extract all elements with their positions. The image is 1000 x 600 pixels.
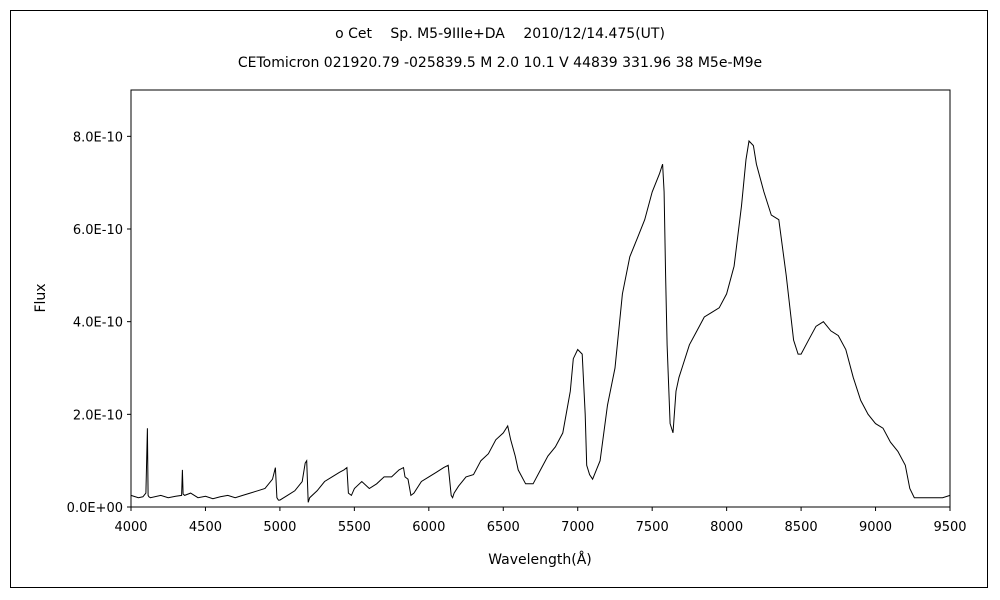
chart-frame (10, 10, 988, 588)
y-tick-label: 0.0E+00 (67, 501, 123, 516)
y-tick-label: 8.0E-10 (73, 130, 123, 145)
x-axis: 4000 4500 5000 5500 6000 6500 7000 7500 8000 8500… (114, 507, 967, 535)
spectrum-line (130, 139, 951, 503)
x-tick-label: 8000 (710, 520, 743, 535)
x-tick-label: 9500 (933, 520, 966, 535)
x-tick-label: 6500 (487, 520, 520, 535)
x-tick-label: 7500 (636, 520, 669, 535)
x-axis-label: Wavelength(Å) (488, 551, 592, 568)
x-tick-label: 4000 (114, 520, 147, 535)
y-tick-label: 2.0E-10 (73, 408, 123, 423)
chart-title: ο Cet Sp. M5-9IIIe+DA 2010/12/14.475(UT) (335, 26, 665, 42)
x-tick-label: 6000 (412, 520, 445, 535)
y-axis-label: Flux (33, 283, 49, 312)
plot-area (130, 89, 951, 508)
x-tick-label: 8500 (785, 520, 818, 535)
x-tick-label: 4500 (189, 520, 222, 535)
x-tick-label: 5000 (263, 520, 296, 535)
x-tick-label: 7000 (561, 520, 594, 535)
x-tick-label: 9000 (859, 520, 892, 535)
chart-subtitle: CETomicron 021920.79 -025839.5 M 2.0 10.… (237, 55, 763, 71)
y-tick-label: 6.0E-10 (73, 223, 123, 238)
y-axis: 0.0E+00 2.0E-10 4.0E-10 6.0E-10 8.0E-10 (67, 130, 131, 516)
x-tick-label: 5500 (338, 520, 371, 535)
y-tick-label: 4.0E-10 (73, 316, 123, 331)
